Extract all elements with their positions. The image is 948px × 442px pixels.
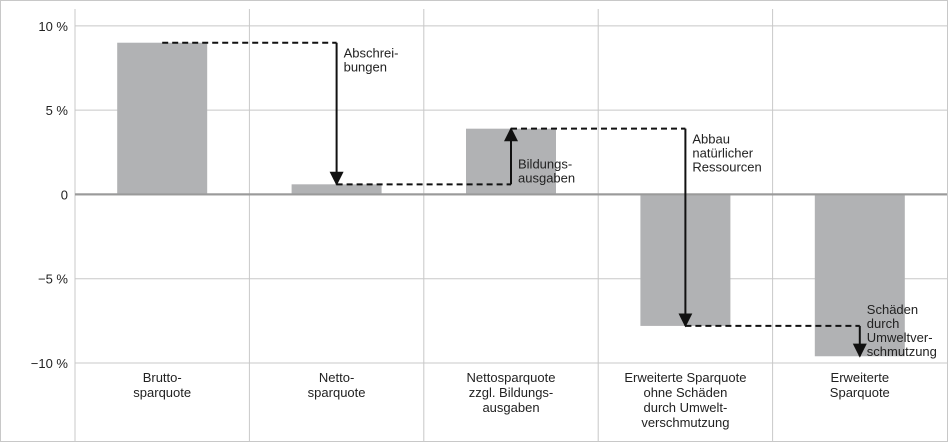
annotation: Schäden durch Umweltver-schmutzung <box>867 302 937 359</box>
x-tick-label: Nettosparquote zzgl. Bildungs-ausgaben <box>467 370 556 415</box>
x-tick-label: Erweiterte Sparquote <box>830 370 890 400</box>
x-tick-label: Erweiterte Sparquote ohne Schäden durch Um… <box>624 370 746 430</box>
x-tick-label: Netto-sparquote <box>308 370 366 400</box>
x-tick-label: Brutto-sparquote <box>133 370 191 400</box>
annotation: Abbau natürlicher Ressourcen <box>692 132 761 175</box>
annotation: Bildungs-ausgaben <box>518 157 575 186</box>
annotation: Abschrei-bungen <box>344 46 399 75</box>
bar <box>117 42 208 195</box>
y-tick-label: −10 % <box>31 356 69 371</box>
y-tick-label: 10 % <box>38 19 68 34</box>
y-tick-label: 0 <box>61 187 68 202</box>
y-tick-label: −5 % <box>38 272 68 287</box>
y-tick-label: 5 % <box>46 103 69 118</box>
bar <box>291 184 382 195</box>
